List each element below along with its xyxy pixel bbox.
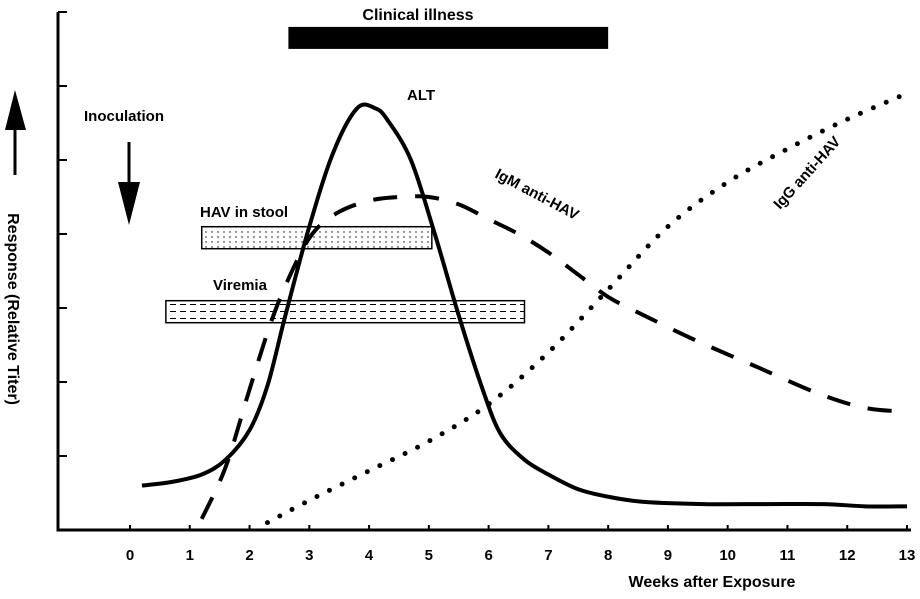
y-ticks	[58, 11, 67, 457]
x-tick-label: 10	[719, 547, 736, 564]
x-tick-label: 3	[305, 547, 313, 564]
x-ticks: 0 1 2 3 4 5 6 7 8 9 10 11 12 13	[126, 525, 916, 564]
x-tick-label: 9	[664, 547, 672, 564]
annotation-alt: ALT	[407, 87, 435, 104]
series-igm-anti-hav	[199, 194, 908, 520]
x-tick-label: 7	[544, 547, 552, 564]
range-bars	[165, 26, 609, 324]
x-tick-label: 0	[126, 547, 134, 564]
x-tick-label: 11	[780, 547, 796, 564]
inoculation-down-arrow-icon	[118, 142, 140, 225]
x-tick-label: 4	[365, 547, 374, 564]
y-axis-up-arrow-icon	[5, 90, 26, 175]
series-lines	[141, 90, 910, 526]
annotation-hav-in-stool: HAV in stool	[200, 204, 288, 221]
x-tick-label: 1	[186, 547, 194, 564]
x-tick-label: 13	[899, 547, 916, 564]
annotation-igm-anti-hav: IgM anti-HAV	[492, 166, 581, 224]
series-igg-anti-hav	[264, 90, 910, 526]
series-alt	[141, 102, 908, 509]
x-tick-label: 6	[484, 547, 492, 564]
annotation-igg-anti-hav: IgG anti-HAV	[770, 133, 844, 212]
x-tick-label: 12	[839, 547, 856, 564]
y-axis-label: Response (Relative Titer)	[4, 213, 21, 405]
bar-viremia	[165, 299, 526, 324]
x-tick-label: 8	[604, 547, 612, 564]
x-tick-label: 5	[425, 547, 433, 564]
annotation-inoculation: Inoculation	[84, 108, 164, 125]
x-axis-label: Weeks after Exposure	[629, 574, 796, 591]
bar-clinical-illness	[288, 26, 609, 49]
x-tick-label: 2	[245, 547, 253, 564]
annotation-viremia: Viremia	[213, 277, 268, 294]
chart-title: Clinical illness	[362, 7, 473, 24]
